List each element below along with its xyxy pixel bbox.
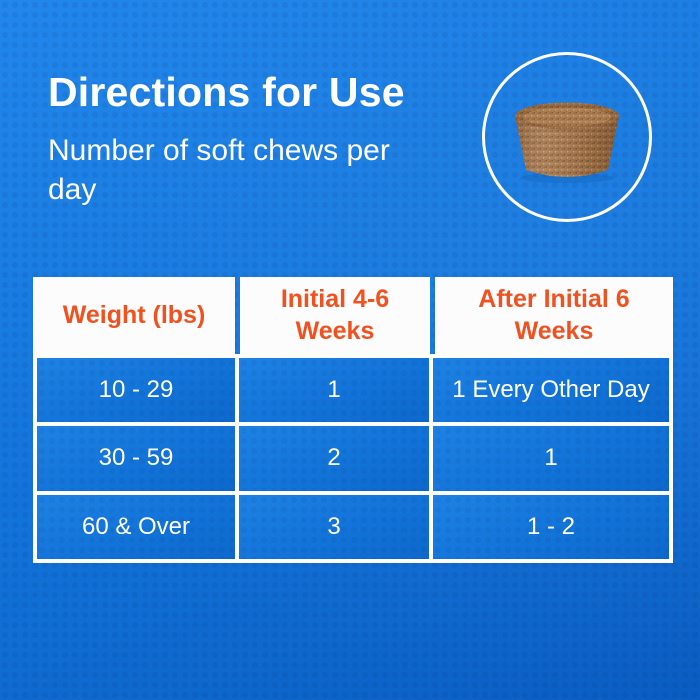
table-cell-initial-row2: 2: [239, 426, 429, 490]
table-header-after-initial-weeks: After Initial 6 Weeks: [435, 277, 673, 354]
dosage-table-body: 10 - 29 1 1 Every Other Day 30 - 59 2 1 …: [33, 354, 673, 563]
table-cell-initial-row1: 1: [239, 358, 429, 422]
table-cell-weight-row2: 30 - 59: [37, 426, 235, 490]
table-header-weight: Weight (lbs): [33, 277, 235, 354]
chew-badge-circle: [482, 52, 652, 222]
hero-section: Directions for Use Number of soft chews …: [48, 68, 418, 209]
soft-chew-photo-icon: [515, 102, 619, 183]
dosage-table: Weight (lbs) Initial 4-6 Weeks After Ini…: [33, 277, 673, 563]
table-cell-initial-row3: 3: [239, 495, 429, 559]
table-cell-after-row1: 1 Every Other Day: [433, 358, 669, 422]
table-cell-weight-row1: 10 - 29: [37, 358, 235, 422]
table-cell-weight-row3: 60 & Over: [37, 495, 235, 559]
table-header-initial-weeks: Initial 4-6 Weeks: [240, 277, 430, 354]
page-title: Directions for Use: [48, 69, 405, 115]
table-cell-after-row2: 1: [433, 426, 669, 490]
table-cell-after-row3: 1 - 2: [433, 495, 669, 559]
page-subtitle: Number of soft chews per day: [48, 134, 390, 207]
dosage-table-header-row: Weight (lbs) Initial 4-6 Weeks After Ini…: [33, 277, 673, 354]
